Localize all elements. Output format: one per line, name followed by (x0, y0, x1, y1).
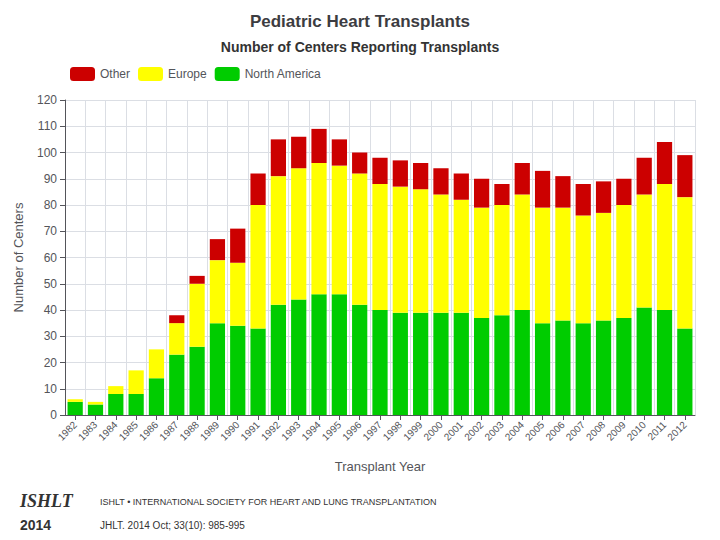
svg-text:2003: 2003 (482, 419, 506, 443)
svg-text:110: 110 (38, 119, 57, 133)
svg-text:1989: 1989 (198, 419, 222, 443)
svg-text:2007: 2007 (564, 419, 588, 443)
svg-text:1987: 1987 (157, 419, 181, 443)
svg-text:100: 100 (37, 146, 57, 160)
svg-text:2010: 2010 (625, 419, 649, 443)
svg-text:20: 20 (44, 356, 58, 370)
svg-text:80: 80 (44, 198, 58, 212)
svg-text:1986: 1986 (137, 419, 161, 443)
svg-text:North America: North America (245, 67, 321, 81)
svg-text:2002: 2002 (462, 419, 486, 443)
svg-text:1982: 1982 (56, 419, 80, 443)
svg-text:90: 90 (44, 172, 58, 186)
svg-text:2004: 2004 (503, 419, 527, 443)
svg-text:1993: 1993 (279, 419, 303, 443)
svg-text:Number of Centers Reporting Tr: Number of Centers Reporting Transplants (221, 39, 500, 55)
svg-text:1997: 1997 (360, 419, 384, 443)
svg-text:40: 40 (44, 303, 58, 317)
svg-text:1988: 1988 (177, 419, 201, 443)
svg-text:1998: 1998 (381, 419, 405, 443)
svg-text:Transplant Year: Transplant Year (335, 459, 426, 474)
svg-text:30: 30 (44, 329, 58, 343)
svg-text:1991: 1991 (238, 419, 262, 443)
svg-text:1995: 1995 (320, 419, 344, 443)
svg-text:Other: Other (100, 67, 130, 81)
svg-text:2008: 2008 (584, 419, 608, 443)
svg-text:1983: 1983 (76, 419, 100, 443)
svg-text:ISHLT • INTERNATIONAL SOCIETY: ISHLT • INTERNATIONAL SOCIETY FOR HEART … (100, 497, 436, 507)
svg-text:1994: 1994 (299, 419, 323, 443)
svg-text:2005: 2005 (523, 419, 547, 443)
svg-text:2001: 2001 (442, 419, 466, 443)
svg-text:1996: 1996 (340, 419, 364, 443)
svg-text:Number of Centers: Number of Centers (11, 202, 26, 312)
svg-text:120: 120 (37, 93, 57, 107)
svg-text:10: 10 (44, 382, 58, 396)
svg-text:70: 70 (44, 224, 58, 238)
svg-text:0: 0 (50, 408, 57, 422)
svg-text:Pediatric Heart Transplants: Pediatric Heart Transplants (250, 12, 470, 31)
svg-text:2011: 2011 (645, 419, 668, 442)
svg-text:JHLT. 2014 Oct; 33(10): 985-99: JHLT. 2014 Oct; 33(10): 985-995 (100, 520, 245, 531)
svg-text:ISHLT: ISHLT (19, 491, 74, 511)
svg-text:2006: 2006 (543, 419, 567, 443)
svg-text:1984: 1984 (96, 419, 120, 443)
svg-text:Europe: Europe (168, 67, 207, 81)
svg-text:2000: 2000 (421, 419, 445, 443)
svg-text:2014: 2014 (20, 517, 51, 533)
svg-text:50: 50 (44, 277, 58, 291)
svg-text:60: 60 (44, 251, 58, 265)
svg-text:1992: 1992 (259, 419, 283, 443)
svg-text:1999: 1999 (401, 419, 425, 443)
svg-text:1990: 1990 (218, 419, 242, 443)
svg-text:1985: 1985 (117, 419, 141, 443)
svg-text:2009: 2009 (604, 419, 628, 443)
svg-text:2012: 2012 (665, 419, 689, 443)
